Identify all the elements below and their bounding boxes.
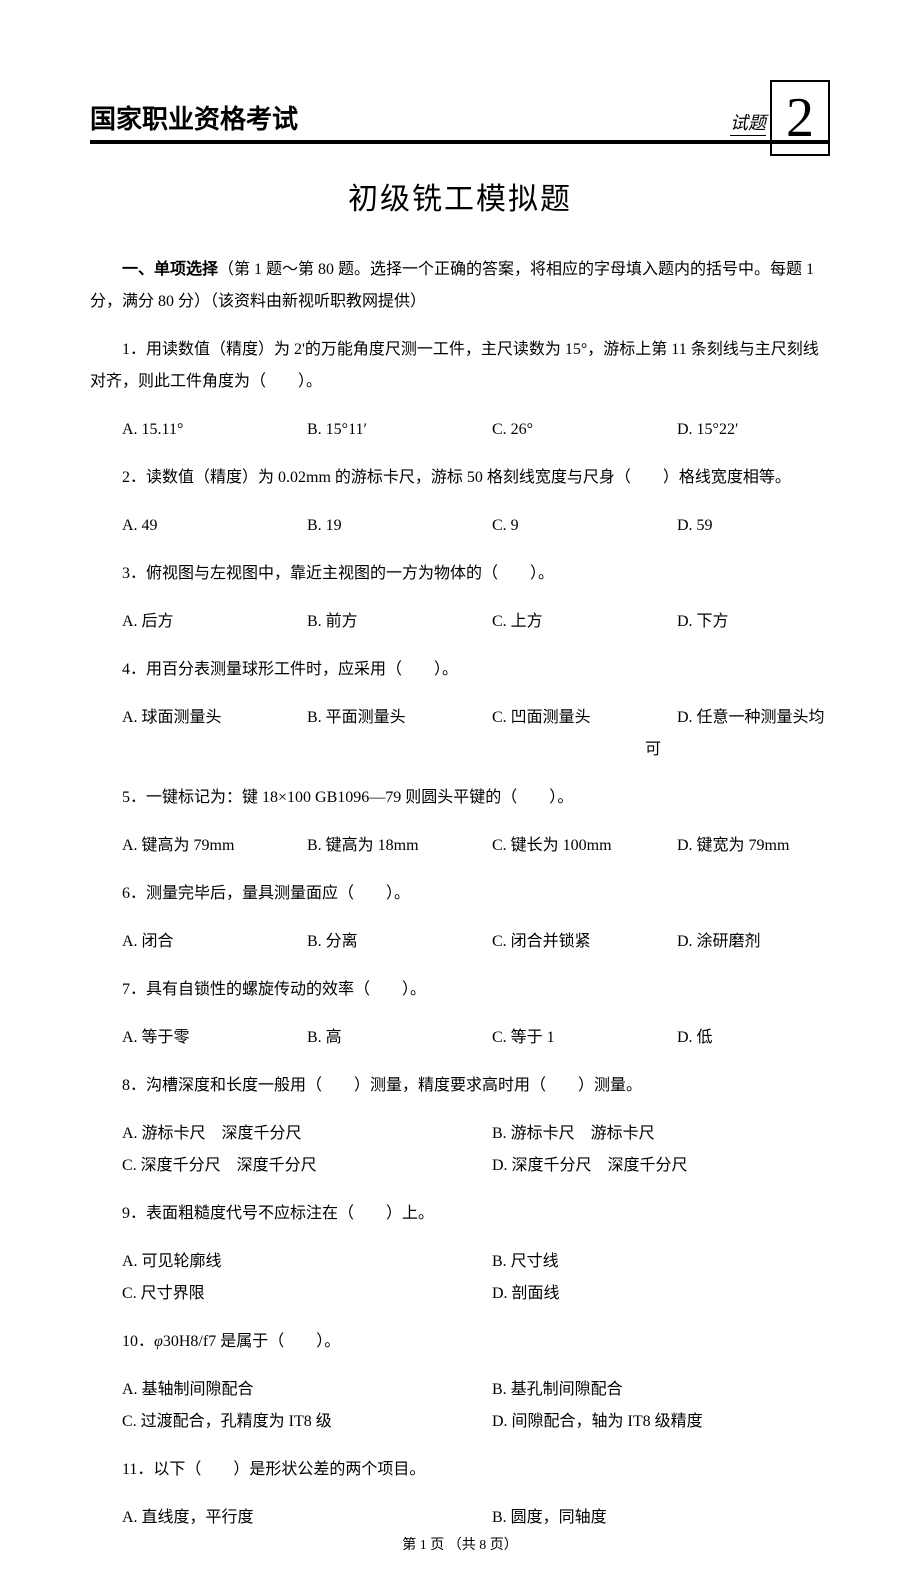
q1-opt-c: C. 26° <box>460 414 645 446</box>
q3-opt-a: A. 后方 <box>90 606 275 638</box>
q4-opt-b: B. 平面测量头 <box>275 702 460 766</box>
q2-opt-a: A. 49 <box>90 510 275 542</box>
q1-opt-b: B. 15°11′ <box>275 414 460 446</box>
section-1-label: 一、单项选择 <box>122 261 218 278</box>
q10-stem-text: 30H8/f7 是属于（ ）。 <box>163 1333 340 1350</box>
q4-opt-a: A. 球面测量头 <box>90 702 275 766</box>
q10-opt-a: A. 基轴制间隙配合 <box>90 1374 460 1406</box>
q6-stem: 6．测量完毕后，量具测量面应（ ）。 <box>90 878 830 910</box>
q6-opt-a: A. 闭合 <box>90 926 275 958</box>
q10-opt-d: D. 间隙配合，轴为 IT8 级精度 <box>460 1406 830 1438</box>
q4-stem: 4．用百分表测量球形工件时，应采用（ ）。 <box>90 654 830 686</box>
q7-opt-c: C. 等于 1 <box>460 1022 645 1054</box>
q5-opt-b: B. 键高为 18mm <box>275 830 460 862</box>
document-title: 初级铣工模拟题 <box>90 174 830 218</box>
q9-opt-b: B. 尺寸线 <box>460 1246 830 1278</box>
q7-stem: 7．具有自锁性的螺旋传动的效率（ ）。 <box>90 974 830 1006</box>
q2-stem: 2．读数值（精度）为 0.02mm 的游标卡尺，游标 50 格刻线宽度与尺身（ … <box>90 462 830 494</box>
q6-options: A. 闭合 B. 分离 C. 闭合并锁紧 D. 涂研磨剂 <box>90 926 830 958</box>
q7-opt-b: B. 高 <box>275 1022 460 1054</box>
q9-opt-d: D. 剖面线 <box>460 1278 830 1310</box>
q8-stem: 8．沟槽深度和长度一般用（ ）测量，精度要求高时用（ ）测量。 <box>90 1070 830 1102</box>
q10-options: A. 基轴制间隙配合 B. 基孔制间隙配合 C. 过渡配合，孔精度为 IT8 级… <box>90 1374 830 1438</box>
q7-options: A. 等于零 B. 高 C. 等于 1 D. 低 <box>90 1022 830 1054</box>
q11-options: A. 直线度，平行度 B. 圆度，同轴度 <box>90 1502 830 1534</box>
q8-opt-b: B. 游标卡尺 游标卡尺 <box>460 1118 830 1150</box>
q6-opt-b: B. 分离 <box>275 926 460 958</box>
content-body: 一、单项选择（第 1 题～第 80 题。选择一个正确的答案，将相应的字母填入题内… <box>90 254 830 1534</box>
q3-stem: 3．俯视图与左视图中，靠近主视图的一方为物体的（ ）。 <box>90 558 830 590</box>
org-title: 国家职业资格考试 <box>90 99 298 136</box>
paper-label: 试题 <box>730 113 766 136</box>
q4-opt-d: D. 任意一种测量头均可 <box>645 702 830 766</box>
q6-opt-d: D. 涂研磨剂 <box>645 926 830 958</box>
q3-options: A. 后方 B. 前方 C. 上方 D. 下方 <box>90 606 830 638</box>
q8-options: A. 游标卡尺 深度千分尺 B. 游标卡尺 游标卡尺 C. 深度千分尺 深度千分… <box>90 1118 830 1182</box>
q1-stem: 1．用读数值（精度）为 2'的万能角度尺测一工件，主尺读数为 15°，游标上第 … <box>90 334 830 398</box>
header-right: 试题 2 <box>730 80 830 136</box>
q8-opt-d: D. 深度千分尺 深度千分尺 <box>460 1150 830 1182</box>
q2-opt-c: C. 9 <box>460 510 645 542</box>
q8-opt-a: A. 游标卡尺 深度千分尺 <box>90 1118 460 1150</box>
q5-opt-d: D. 键宽为 79mm <box>645 830 830 862</box>
q1-options: A. 15.11° B. 15°11′ C. 26° D. 15°22′ <box>90 414 830 446</box>
q5-opt-c: C. 键长为 100mm <box>460 830 645 862</box>
q3-opt-b: B. 前方 <box>275 606 460 638</box>
q3-opt-c: C. 上方 <box>460 606 645 638</box>
q5-stem: 5．一键标记为：键 18×100 GB1096—79 则圆头平键的（ ）。 <box>90 782 830 814</box>
q8-opt-c: C. 深度千分尺 深度千分尺 <box>90 1150 460 1182</box>
q9-opt-c: C. 尺寸界限 <box>90 1278 460 1310</box>
paper-number-box: 2 <box>770 80 830 156</box>
section-1-intro: 一、单项选择（第 1 题～第 80 题。选择一个正确的答案，将相应的字母填入题内… <box>90 254 830 318</box>
q10-opt-c: C. 过渡配合，孔精度为 IT8 级 <box>90 1406 460 1438</box>
q5-options: A. 键高为 79mm B. 键高为 18mm C. 键长为 100mm D. … <box>90 830 830 862</box>
q11-opt-b: B. 圆度，同轴度 <box>460 1502 830 1534</box>
q4-opt-c: C. 凹面测量头 <box>460 702 645 766</box>
q11-opt-a: A. 直线度，平行度 <box>90 1502 460 1534</box>
q9-stem: 9．表面粗糙度代号不应标注在（ ）上。 <box>90 1198 830 1230</box>
q4-options: A. 球面测量头 B. 平面测量头 C. 凹面测量头 D. 任意一种测量头均可 <box>90 702 830 766</box>
q3-opt-d: D. 下方 <box>645 606 830 638</box>
q2-options: A. 49 B. 19 C. 9 D. 59 <box>90 510 830 542</box>
q11-stem: 11．以下（ ）是形状公差的两个项目。 <box>90 1454 830 1486</box>
q9-options: A. 可见轮廓线 B. 尺寸线 C. 尺寸界限 D. 剖面线 <box>90 1246 830 1310</box>
q10-opt-b: B. 基孔制间隙配合 <box>460 1374 830 1406</box>
q1-opt-a: A. 15.11° <box>90 414 275 446</box>
page-footer: 第 1 页 （共 8 页） <box>0 1534 920 1554</box>
q2-opt-b: B. 19 <box>275 510 460 542</box>
q5-opt-a: A. 键高为 79mm <box>90 830 275 862</box>
q7-opt-a: A. 等于零 <box>90 1022 275 1054</box>
q7-opt-d: D. 低 <box>645 1022 830 1054</box>
q9-opt-a: A. 可见轮廓线 <box>90 1246 460 1278</box>
page-header: 国家职业资格考试 试题 2 <box>90 80 830 144</box>
q1-opt-d: D. 15°22′ <box>645 414 830 446</box>
q10-stem: 10．φ30H8/f7 是属于（ ）。 <box>90 1326 830 1358</box>
phi-symbol: φ <box>154 1333 163 1350</box>
exam-page: 国家职业资格考试 试题 2 初级铣工模拟题 一、单项选择（第 1 题～第 80 … <box>0 0 920 1594</box>
q2-opt-d: D. 59 <box>645 510 830 542</box>
q6-opt-c: C. 闭合并锁紧 <box>460 926 645 958</box>
